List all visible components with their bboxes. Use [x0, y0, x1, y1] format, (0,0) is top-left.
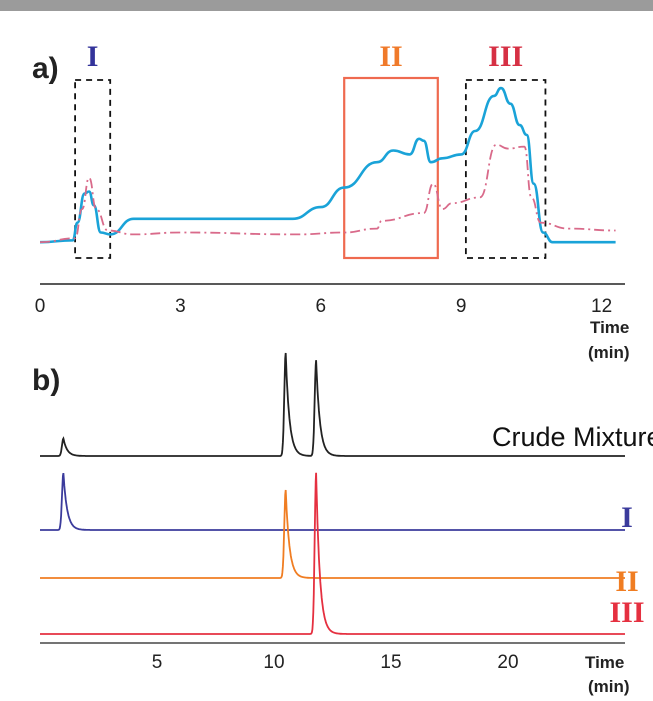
series-label-4: III	[609, 596, 644, 629]
x-tick-label: 12	[591, 296, 612, 317]
panel-label-a: a)	[32, 52, 59, 85]
series-label-2: I	[621, 501, 633, 534]
x-tick-label: 10	[263, 652, 284, 673]
trace-4	[40, 472, 625, 635]
region-label-1: I	[87, 40, 99, 73]
x-tick-labels-b: 5 10 15 20	[152, 652, 519, 673]
trace-2	[40, 472, 625, 531]
region-boxes: I II III	[74, 40, 547, 260]
series-label-3: II	[615, 565, 638, 598]
trace-1	[40, 352, 625, 457]
series-lines	[39, 86, 616, 244]
series-label-1: Crude Mixture	[492, 422, 653, 452]
x-tick-label: 5	[152, 652, 163, 673]
region-label-3: III	[488, 40, 523, 73]
region-box-1	[74, 79, 112, 259]
trace-3	[40, 489, 625, 579]
x-tick-label: 15	[380, 652, 401, 673]
region-box-2	[343, 76, 439, 260]
x-tick-label: 9	[456, 296, 467, 317]
series-line-2	[39, 143, 616, 244]
x-tick-label: 0	[35, 296, 46, 317]
top-rule	[0, 0, 653, 11]
x-axis-unit-a: (min)	[588, 343, 630, 362]
x-axis-unit-b: (min)	[588, 677, 630, 696]
x-axis-label-b: Time	[585, 653, 624, 672]
x-tick-label: 3	[175, 296, 186, 317]
region-box-3	[464, 79, 547, 259]
x-tick-label: 20	[497, 652, 518, 673]
panel-label-b: b)	[32, 364, 60, 397]
chart-panel-a: a) I II III 0 3 6 9 12 Time (min)	[32, 40, 630, 362]
x-tick-label: 6	[316, 296, 327, 317]
x-axis-label-a: Time	[590, 318, 629, 337]
series-line-1	[39, 86, 616, 244]
x-tick-labels-a: 0 3 6 9 12	[35, 296, 612, 317]
region-label-2: II	[379, 40, 402, 73]
